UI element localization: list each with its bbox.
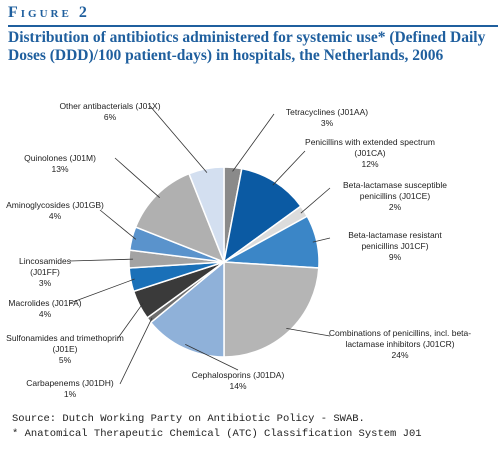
category-name: Quinolones (J01M)	[24, 153, 96, 163]
slice-label: Lincosamides (J01FF) 3%	[5, 256, 85, 289]
category-name: Aminoglycosides (J01GB)	[6, 200, 104, 210]
slice-label: Beta-lactamase susceptible penicillins (…	[330, 180, 460, 213]
leader-line	[117, 303, 144, 339]
leader-line	[286, 327, 331, 337]
slice-label: Quinolones (J01M) 13%	[5, 153, 115, 175]
slice-label: Beta-lactamase resistant penicillins J01…	[330, 230, 460, 263]
source-note: Source: Dutch Working Party on Antibioti…	[12, 413, 365, 425]
slice-label: Penicillins with extended spectrum (J01C…	[300, 137, 440, 170]
pie-slice	[188, 166, 225, 263]
slice-label: Macrolides (J01FA) 4%	[5, 298, 85, 320]
value-label: 13%	[51, 164, 69, 174]
category-name: Tetracyclines (J01AA)	[285, 107, 369, 117]
category-name: Other antibacterials (J01X)	[59, 101, 161, 111]
value-label: 14%	[229, 381, 247, 391]
leader-line	[99, 209, 137, 240]
pie-slice	[222, 167, 302, 264]
footnote: * Anatomical Therapeutic Chemical (ATC) …	[12, 428, 422, 440]
slice-label: Carbapenems (J01DH) 1%	[10, 378, 130, 400]
value-label: 3%	[320, 118, 334, 128]
slice-label: Combinations of penicillins, incl. beta-…	[320, 328, 480, 361]
rule	[8, 25, 498, 27]
leader-line	[114, 157, 160, 198]
category-name: Macrolides (J01FA)	[8, 298, 82, 308]
slice-label: Other antibacterials (J01X) 6%	[55, 101, 165, 123]
leader-line	[69, 278, 135, 304]
category-name: Combinations of penicillins, incl. beta-…	[328, 328, 472, 349]
category-name: Carbapenems (J01DH)	[26, 378, 114, 388]
value-label: 4%	[48, 211, 62, 221]
leader-line	[119, 317, 153, 385]
value-label: 24%	[391, 350, 409, 360]
leader-line	[300, 187, 331, 214]
leader-line	[149, 105, 208, 173]
slice-label: Tetracyclines (J01AA) 3%	[272, 107, 382, 129]
value-label: 2%	[388, 202, 402, 212]
pie-slice	[149, 260, 225, 358]
category-name: Sulfonamides and trimethoprim (J01E)	[6, 333, 124, 354]
value-label: 3%	[38, 278, 52, 288]
value-label: 6%	[103, 112, 117, 122]
category-name: Beta-lactamase susceptible penicillins (…	[343, 180, 447, 201]
leader-line	[69, 258, 134, 262]
figure-label: Figure 2	[8, 4, 90, 21]
value-label: 5%	[58, 355, 72, 365]
value-label: 1%	[63, 389, 77, 399]
value-label: 12%	[361, 159, 379, 169]
value-label: 9%	[388, 252, 402, 262]
category-name: Cephalosporins (J01DA)	[191, 370, 285, 380]
leader-line	[272, 150, 306, 186]
slice-label: Cephalosporins (J01DA) 14%	[178, 370, 298, 392]
leader-line	[232, 113, 275, 172]
leader-line	[312, 237, 331, 243]
pie-slice	[223, 261, 320, 358]
category-name: Lincosamides (J01FF)	[19, 256, 71, 277]
leader-line	[185, 343, 239, 371]
chart-title: Distribution of antibiotics administered…	[8, 29, 486, 64]
value-label: 4%	[38, 309, 52, 319]
slice-label: Sulfonamides and trimethoprim (J01E) 5%	[5, 333, 125, 366]
category-name: Beta-lactamase resistant penicillins J01…	[348, 230, 442, 251]
slice-label: Aminoglycosides (J01GB) 4%	[5, 200, 105, 222]
category-name: Penicillins with extended spectrum (J01C…	[305, 137, 435, 158]
